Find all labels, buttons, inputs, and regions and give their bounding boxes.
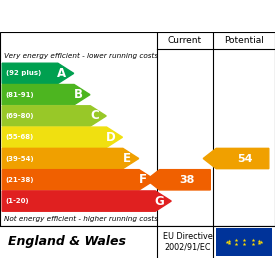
Text: EU Directive
2002/91/EC: EU Directive 2002/91/EC — [163, 232, 213, 252]
Text: England & Wales: England & Wales — [8, 235, 126, 248]
Text: F: F — [139, 173, 147, 186]
Text: (69-80): (69-80) — [6, 113, 34, 119]
Polygon shape — [2, 84, 90, 105]
Text: (39-54): (39-54) — [6, 156, 34, 162]
Polygon shape — [2, 170, 155, 190]
Polygon shape — [2, 191, 171, 211]
Polygon shape — [2, 106, 106, 126]
Text: (92 plus): (92 plus) — [6, 70, 41, 76]
Text: B: B — [74, 88, 82, 101]
Text: Not energy efficient - higher running costs: Not energy efficient - higher running co… — [4, 216, 158, 222]
Text: (55-68): (55-68) — [6, 134, 34, 140]
Text: 54: 54 — [237, 154, 252, 164]
Text: Current: Current — [168, 36, 202, 45]
Text: 38: 38 — [179, 175, 195, 185]
Text: C: C — [90, 109, 99, 123]
Text: G: G — [155, 195, 164, 208]
Text: E: E — [123, 152, 131, 165]
FancyBboxPatch shape — [216, 228, 272, 256]
Text: Potential: Potential — [224, 36, 264, 45]
Text: D: D — [106, 131, 116, 144]
Polygon shape — [2, 148, 139, 169]
Text: (1-20): (1-20) — [6, 198, 29, 204]
Text: Energy Efficiency Rating: Energy Efficiency Rating — [8, 9, 210, 24]
Text: (81-91): (81-91) — [6, 92, 34, 98]
Polygon shape — [203, 148, 269, 169]
Text: A: A — [57, 67, 66, 80]
Polygon shape — [147, 170, 210, 190]
Text: Very energy efficient - lower running costs: Very energy efficient - lower running co… — [4, 53, 158, 59]
Text: (21-38): (21-38) — [6, 177, 34, 183]
Polygon shape — [2, 63, 74, 84]
Polygon shape — [2, 127, 122, 147]
